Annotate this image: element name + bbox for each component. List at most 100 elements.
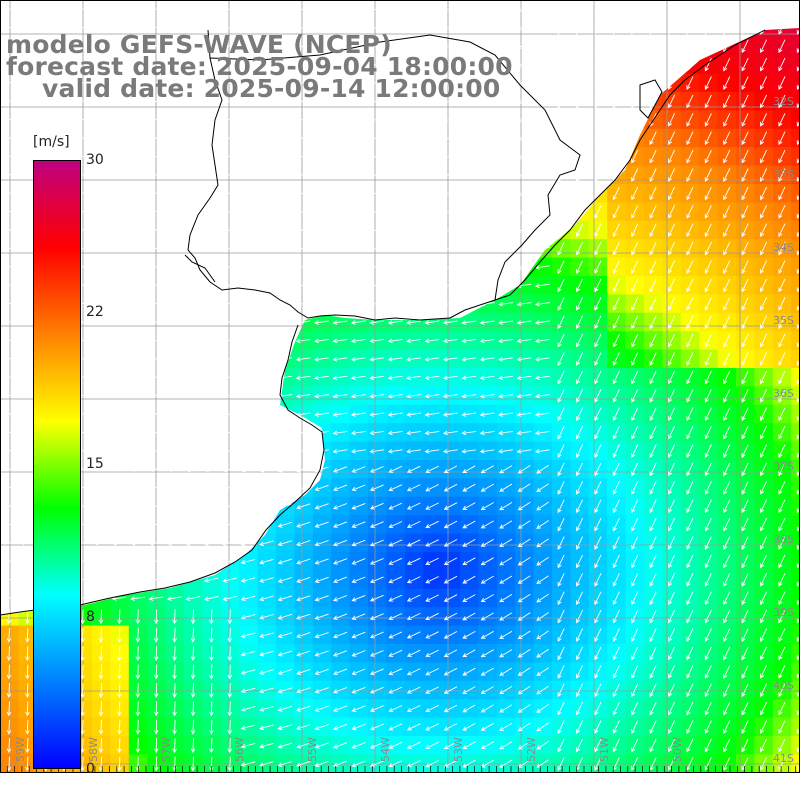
wind-arrow	[130, 375, 145, 381]
wind-arrow	[462, 612, 476, 621]
latitude-label: 36S	[773, 387, 794, 400]
wind-arrow	[649, 241, 657, 256]
wind-arrow	[462, 575, 476, 584]
wind-arrow	[350, 228, 366, 233]
wind-arrow	[558, 776, 564, 789]
wind-arrow	[222, 265, 237, 270]
wind-arrow	[649, 76, 657, 90]
wind-arrow	[185, 228, 201, 233]
wind-arrow	[516, 301, 532, 307]
wind-arrow	[350, 209, 366, 215]
wind-arrow	[631, 701, 639, 716]
wind-arrow	[74, 7, 90, 13]
wind-arrow	[277, 283, 293, 289]
wind-arrow	[686, 113, 694, 127]
wind-arrow	[575, 297, 584, 311]
wind-arrow	[741, 297, 749, 311]
wind-arrow	[442, 62, 458, 68]
wind-arrow	[479, 7, 495, 13]
wind-arrow	[166, 246, 182, 252]
wind-arrow	[704, 94, 712, 109]
wind-cell	[423, 772, 443, 773]
wind-arrow	[594, 241, 602, 256]
wind-arrow	[222, 7, 237, 13]
wind-arrow	[704, 665, 712, 679]
wind-arrow	[351, 650, 366, 657]
wind-arrow	[172, 701, 177, 717]
wind-arrow	[369, 576, 384, 584]
wind-arrow	[612, 223, 620, 238]
wind-arrow	[19, 320, 35, 325]
wind-arrow	[185, 449, 201, 454]
wind-arrow	[612, 536, 620, 550]
wind-arrow	[517, 575, 531, 584]
wind-arrow	[612, 628, 620, 642]
wind-arrow	[631, 628, 639, 642]
wind-arrow	[130, 357, 145, 362]
wind-arrow	[19, 265, 35, 270]
wind-arrow	[760, 776, 766, 789]
wind-cell	[791, 92, 800, 111]
wind-arrow	[388, 649, 403, 657]
wind-arrow	[461, 154, 477, 160]
wind-arrow	[258, 430, 274, 436]
wind-arrow	[557, 352, 565, 366]
wind-arrow	[295, 25, 311, 31]
wind-arrow	[185, 393, 201, 399]
wind-arrow	[369, 246, 385, 252]
wind-arrow	[741, 628, 749, 642]
wind-arrow	[612, 2, 620, 17]
wind-arrow	[130, 393, 145, 399]
wind-arrow	[516, 265, 532, 270]
wind-arrow	[516, 430, 532, 436]
wind-arrow	[461, 25, 477, 31]
wind-arrow	[631, 646, 639, 661]
wind-arrow	[93, 191, 109, 197]
wind-arrow	[406, 449, 421, 454]
wind-arrow	[166, 357, 182, 362]
wind-arrow	[369, 191, 385, 197]
wind-arrow	[667, 481, 676, 495]
wind-arrow	[1, 191, 17, 197]
wind-arrow	[130, 467, 145, 473]
wind-arrow	[517, 501, 531, 511]
wind-arrow	[406, 375, 421, 381]
wind-arrow	[222, 595, 237, 602]
wind-arrow	[594, 425, 602, 440]
wind-arrow	[19, 283, 35, 289]
wind-arrow	[222, 393, 237, 399]
wind-arrow	[686, 665, 694, 679]
wind-arrow	[166, 44, 182, 49]
wind-arrow	[686, 94, 694, 109]
wind-arrow	[516, 338, 532, 344]
wind-arrow	[442, 25, 458, 31]
wind-arrow	[479, 246, 495, 252]
wind-arrow	[704, 168, 712, 182]
wind-arrow	[704, 462, 712, 477]
wind-arrow	[667, 94, 676, 109]
wind-arrow	[461, 62, 477, 68]
wind-arrow	[499, 575, 513, 584]
wind-arrow	[258, 412, 274, 417]
wind-arrow	[741, 701, 749, 716]
wind-arrow	[7, 775, 11, 789]
wind-arrow	[723, 628, 731, 642]
wind-arrow	[723, 517, 731, 532]
wind-arrow	[557, 481, 565, 495]
wind-arrow	[779, 776, 785, 789]
wind-arrow	[424, 209, 440, 215]
wind-arrow	[296, 742, 311, 749]
wind-arrow	[135, 646, 141, 662]
wind-arrow	[203, 154, 219, 160]
wind-arrow	[686, 683, 694, 698]
wind-arrow	[686, 297, 694, 311]
wind-arrow	[594, 628, 602, 642]
wind-arrow	[277, 595, 293, 602]
wind-arrow	[631, 499, 639, 514]
wind-arrow	[369, 449, 385, 454]
wind-cell	[791, 294, 800, 314]
wind-arrow	[594, 94, 602, 109]
wind-arrow	[442, 191, 458, 197]
wind-arrow	[130, 596, 145, 601]
wind-arrow	[166, 99, 182, 105]
